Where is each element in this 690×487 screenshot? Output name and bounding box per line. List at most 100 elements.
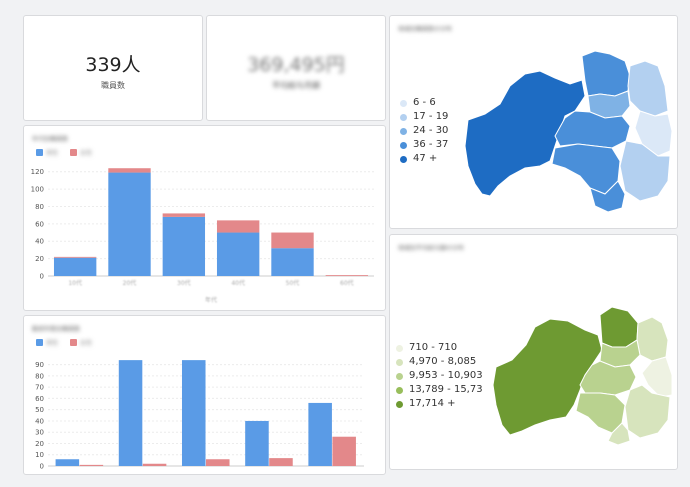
y-tick-label: 120 bbox=[31, 168, 44, 176]
y-tick-label: 0 bbox=[40, 463, 44, 471]
map-region-north-east[interactable] bbox=[627, 60, 669, 117]
map-legend-item[interactable]: 17 - 19 bbox=[400, 110, 448, 124]
bar-male bbox=[118, 360, 143, 466]
bar-male bbox=[181, 360, 206, 466]
map-legend-item[interactable]: 13,789 - 15,73 bbox=[396, 383, 483, 397]
x-tick-label: 40代 bbox=[231, 279, 245, 287]
y-tick-label: 40 bbox=[35, 417, 44, 425]
map-region-south-east[interactable] bbox=[619, 140, 671, 202]
legend-dot bbox=[396, 386, 403, 394]
legend-dot bbox=[400, 155, 407, 163]
salary-choropleth-map[interactable] bbox=[390, 235, 678, 470]
y-tick-label: 50 bbox=[35, 406, 44, 414]
x-tick-label: 50代 bbox=[286, 279, 300, 287]
average-salary-value: 369,495円 bbox=[247, 54, 345, 76]
legend-dot bbox=[396, 344, 403, 352]
age-chart-title: 年代別職員数 bbox=[32, 136, 69, 143]
map-region-south-east[interactable] bbox=[624, 384, 671, 439]
kpi-card-average-salary: 369,495円 平均給与月額 bbox=[206, 15, 386, 121]
x-tick-label: 10代 bbox=[68, 279, 82, 287]
y-tick-label: 20 bbox=[35, 440, 44, 448]
bar-female bbox=[325, 275, 369, 276]
map-region-north[interactable] bbox=[599, 306, 639, 348]
bar-male bbox=[53, 257, 97, 276]
average-salary-label: 平均給与月額 bbox=[272, 81, 320, 90]
age-chart-legend[interactable]: 男性 女性 bbox=[36, 148, 92, 157]
map-legend-item[interactable]: 4,970 - 8,085 bbox=[396, 355, 483, 369]
staff-count-value: 339人 bbox=[85, 54, 141, 76]
x-tick-label: 60代 bbox=[340, 279, 354, 287]
tenure-bar-chart: 0 10 20 30 40 50 60 70 80 90 bbox=[35, 360, 364, 471]
map-region-central[interactable] bbox=[579, 360, 637, 396]
map-legend-item[interactable]: 710 - 710 bbox=[396, 341, 483, 355]
staff-map-title: 地域別職員数の分布 bbox=[398, 26, 453, 33]
tenure-chart-legend[interactable]: 男性 女性 bbox=[36, 338, 92, 347]
salary-map-legend: 710 - 710 4,970 - 8,085 9,953 - 10,903 1… bbox=[396, 341, 483, 411]
map-legend-item[interactable]: 6 - 6 bbox=[400, 96, 448, 110]
map-region-south[interactable] bbox=[607, 422, 631, 446]
map-legend-item[interactable]: 9,953 - 10,903 bbox=[396, 369, 483, 383]
bar-male bbox=[216, 232, 260, 276]
legend-female-swatch bbox=[70, 339, 78, 346]
legend-male-label: 男性 bbox=[46, 150, 59, 157]
map-region-south[interactable] bbox=[589, 180, 626, 213]
legend-female-swatch bbox=[70, 149, 78, 156]
bar-female bbox=[53, 256, 97, 258]
bar-male bbox=[55, 459, 80, 466]
y-tick-label: 90 bbox=[35, 361, 44, 369]
legend-dot bbox=[396, 358, 403, 366]
y-tick-label: 60 bbox=[35, 220, 44, 228]
map-legend-item[interactable]: 24 - 30 bbox=[400, 124, 448, 138]
legend-female-label: 女性 bbox=[80, 150, 93, 157]
legend-female-label: 女性 bbox=[80, 340, 93, 347]
bar-female bbox=[269, 458, 293, 466]
y-tick-label: 20 bbox=[35, 255, 44, 263]
staff-map-card: 地域別職員数の分布 6 - 6 17 - 19 24 - 30 36 - 37 … bbox=[389, 15, 678, 229]
bar-male bbox=[162, 216, 206, 276]
map-legend-item[interactable]: 36 - 37 bbox=[400, 138, 448, 152]
y-tick-label: 80 bbox=[35, 372, 44, 380]
tenure-chart-title: 勤続年数別職員数 bbox=[32, 326, 81, 333]
y-tick-label: 10 bbox=[35, 451, 44, 459]
y-tick-label: 80 bbox=[35, 203, 44, 211]
legend-male-swatch bbox=[36, 339, 43, 346]
y-tick-label: 100 bbox=[31, 186, 44, 194]
map-region-north-east[interactable] bbox=[636, 316, 669, 362]
map-region-north[interactable] bbox=[581, 50, 631, 97]
bar-male bbox=[308, 402, 332, 466]
legend-dot bbox=[400, 127, 407, 135]
y-tick-label: 70 bbox=[35, 384, 44, 392]
legend-dot bbox=[400, 141, 407, 149]
legend-dot bbox=[400, 99, 407, 107]
bar-female bbox=[162, 213, 206, 217]
bar-male bbox=[271, 248, 314, 276]
y-tick-label: 40 bbox=[35, 238, 44, 246]
bar-female bbox=[79, 464, 104, 466]
bar-female bbox=[108, 168, 151, 173]
bar-female bbox=[216, 220, 260, 233]
legend-male-swatch bbox=[36, 149, 43, 156]
bar-female bbox=[271, 232, 314, 249]
y-tick-label: 0 bbox=[40, 273, 44, 281]
y-tick-label: 30 bbox=[35, 429, 44, 437]
bar-male bbox=[245, 420, 269, 466]
x-axis-title: 年代 bbox=[205, 296, 217, 304]
map-region-east-coast[interactable] bbox=[634, 110, 673, 157]
map-region-south-central[interactable] bbox=[551, 143, 621, 195]
kpi-card-staff-count: 339人 職員数 bbox=[23, 15, 203, 121]
age-chart-card: 年代別職員数 男性 女性 0 20 40 60 80 100 120 10代 20代 30代 40代… bbox=[23, 125, 386, 311]
map-legend-item[interactable]: 47 + bbox=[400, 152, 448, 166]
staff-choropleth-map[interactable] bbox=[390, 16, 678, 229]
y-tick-label: 60 bbox=[35, 395, 44, 403]
legend-dot bbox=[396, 400, 403, 408]
bar-female bbox=[142, 463, 167, 466]
salary-map-card: 地域別平均給与額の分布 710 - 710 4,970 - 8,085 9,95… bbox=[389, 234, 678, 470]
bar-male bbox=[108, 172, 151, 276]
map-region-central[interactable] bbox=[554, 110, 631, 149]
map-legend-item[interactable]: 17,714 + bbox=[396, 397, 483, 411]
x-tick-label: 30代 bbox=[177, 279, 191, 287]
staff-count-label: 職員数 bbox=[101, 81, 125, 90]
bar-female bbox=[206, 459, 230, 466]
legend-dot bbox=[400, 113, 407, 121]
